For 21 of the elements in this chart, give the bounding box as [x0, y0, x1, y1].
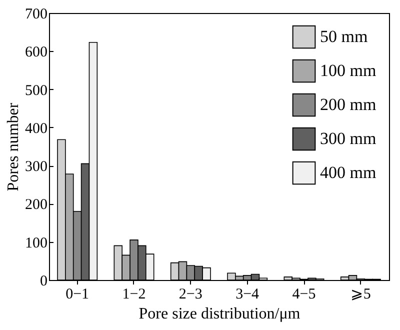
y-tick-label: 0	[40, 274, 48, 290]
x-tick-label: 3−4	[236, 286, 260, 302]
legend-label: 200 mm	[320, 95, 376, 114]
legend-label: 300 mm	[320, 129, 376, 148]
y-tick-label: 200	[25, 197, 48, 214]
legend-label: 50 mm	[320, 27, 368, 46]
x-axis-title: Pore size distribution/μm	[138, 306, 301, 322]
x-tick-label: 0−1	[66, 286, 90, 302]
y-tick-label: 600	[25, 44, 48, 61]
x-tick-label: ⩾5	[350, 286, 371, 302]
y-tick-label: 500	[25, 82, 48, 99]
x-tick-label: 1−2	[122, 286, 146, 302]
legend-label: 100 mm	[320, 61, 376, 80]
y-tick-label: 300	[25, 159, 48, 176]
legend-label: 400 mm	[320, 163, 376, 182]
y-tick-label: 100	[25, 235, 48, 252]
x-tick-label: 4−5	[292, 286, 316, 302]
y-tick-label: 400	[25, 120, 48, 137]
x-tick-label: 2−3	[178, 286, 202, 302]
y-tick-label: 700	[25, 6, 48, 22]
y-axis-title: Pores number	[5, 102, 22, 192]
